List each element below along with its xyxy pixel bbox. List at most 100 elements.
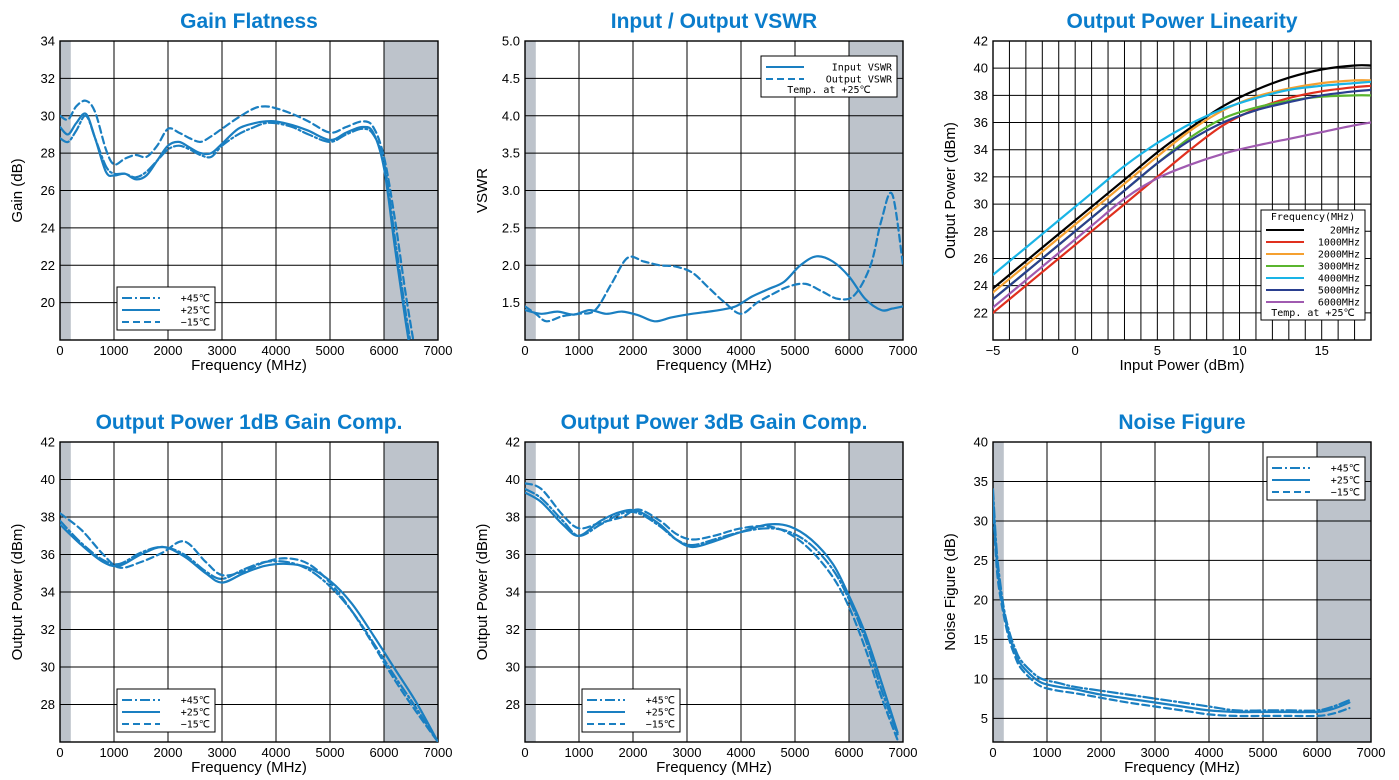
y-tick-label: 38 xyxy=(41,510,55,525)
legend-entry: +25℃ xyxy=(1331,476,1360,487)
x-tick-label: 0 xyxy=(521,745,528,760)
y-tick-label: 20 xyxy=(41,295,55,310)
x-tick-label: 7000 xyxy=(889,745,918,760)
y-tick-label: 42 xyxy=(974,34,988,49)
y-tick-label: 34 xyxy=(41,34,55,49)
x-tick-label: 1000 xyxy=(100,745,129,760)
chart-title: Noise Figure xyxy=(1118,411,1245,434)
x-tick-label: 15 xyxy=(1314,343,1328,358)
x-tick-label: 0 xyxy=(1072,343,1079,358)
x-axis-label: Input Power (dBm) xyxy=(1119,357,1244,374)
chart-title: Output Power 3dB Gain Comp. xyxy=(561,411,868,434)
y-tick-label: 30 xyxy=(506,660,520,675)
legend-entry: +25℃ xyxy=(646,708,675,719)
y-axis-label: Noise Figure (dB) xyxy=(942,533,959,651)
series-line xyxy=(60,523,438,742)
legend-entry: 6000MHz xyxy=(1318,298,1360,309)
y-tick-label: 40 xyxy=(41,472,55,487)
series-line xyxy=(993,84,1371,314)
chart-panel-1: 0 1000 2000 3000 4000 5000 6000 7000 20 22 24 26 28 3… xyxy=(9,10,452,374)
y-tick-label: 5.0 xyxy=(502,34,520,49)
legend-entry: −15℃ xyxy=(181,720,210,731)
x-tick-label: 5000 xyxy=(781,745,810,760)
legend-entry: +45℃ xyxy=(181,696,210,707)
plot-frame xyxy=(59,441,439,743)
x-tick-label: 3000 xyxy=(208,343,237,358)
series-line xyxy=(60,114,412,340)
x-tick-label: 7000 xyxy=(889,343,918,358)
y-tick-label: 10 xyxy=(974,671,988,686)
series-line xyxy=(993,504,1351,718)
y-tick-label: 28 xyxy=(974,224,988,239)
y-tick-label: 22 xyxy=(974,305,988,320)
x-tick-label: 6000 xyxy=(1303,745,1332,760)
x-tick-label: 4000 xyxy=(727,343,756,358)
x-tick-label: 5000 xyxy=(316,343,345,358)
x-axis-label: Frequency (MHz) xyxy=(191,357,307,374)
legend: +45℃+25℃−15℃ xyxy=(1266,456,1366,501)
y-tick-label: 40 xyxy=(506,472,520,487)
y-axis-label: Gain (dB) xyxy=(9,158,26,222)
x-tick-label: 4000 xyxy=(262,343,291,358)
y-tick-label: 20 xyxy=(974,592,988,607)
y-tick-label: 42 xyxy=(506,435,520,450)
x-tick-label: 2000 xyxy=(1087,745,1116,760)
x-tick-label: 4000 xyxy=(262,745,291,760)
y-tick-label: 26 xyxy=(41,183,55,198)
x-tick-label: 4000 xyxy=(1195,745,1224,760)
chart-panel-2: 0 1000 2000 3000 4000 5000 6000 7000 1.5 2.0 2.5 3.… xyxy=(474,10,917,374)
y-tick-label: 2.5 xyxy=(502,220,520,235)
series-line xyxy=(60,512,438,742)
plot-frame xyxy=(992,40,1372,341)
series-line xyxy=(60,99,415,340)
plot-frame xyxy=(524,441,904,743)
y-tick-label: 38 xyxy=(974,88,988,103)
y-tick-label: 40 xyxy=(974,435,988,450)
chart-title: Output Power Linearity xyxy=(1066,10,1297,33)
legend-entry: 2000MHz xyxy=(1318,250,1360,261)
x-tick-label: 6000 xyxy=(370,745,399,760)
y-tick-label: 3.5 xyxy=(502,146,520,161)
x-tick-label: 0 xyxy=(56,745,63,760)
legend: Frequency(MHz) 20MHz1000MHz2000MHz3000MHz… xyxy=(1260,209,1366,321)
y-tick-label: 4.0 xyxy=(502,108,520,123)
chart-panel-4: 0 1000 2000 3000 4000 5000 6000 7000 28 30 32 34 36 3… xyxy=(9,411,452,776)
y-tick-label: 25 xyxy=(974,553,988,568)
plot-frame xyxy=(524,40,904,341)
series-line xyxy=(993,121,1371,309)
x-tick-label: 3000 xyxy=(208,745,237,760)
x-tick-label: 7000 xyxy=(1357,745,1386,760)
x-tick-label: 0 xyxy=(56,343,63,358)
legend-entry: −15℃ xyxy=(1331,488,1360,499)
x-tick-label: 2000 xyxy=(154,745,183,760)
x-axis-label: Frequency (MHz) xyxy=(656,759,772,776)
legend-title: Frequency(MHz) xyxy=(1271,212,1355,223)
series-line xyxy=(60,112,410,340)
x-tick-label: 10 xyxy=(1232,343,1246,358)
y-tick-label: 42 xyxy=(41,435,55,450)
legend: +45℃+25℃−15℃ xyxy=(581,688,681,733)
series-line xyxy=(993,80,1371,276)
chart-panel-6: 0 1000 2000 3000 4000 5000 6000 7000 5 10 15 20 25 30… xyxy=(942,411,1385,776)
y-tick-label: 32 xyxy=(974,169,988,184)
y-tick-label: 32 xyxy=(41,71,55,86)
y-tick-label: 34 xyxy=(41,585,55,600)
y-tick-label: 22 xyxy=(41,258,55,273)
y-tick-label: 28 xyxy=(41,697,55,712)
y-tick-label: 30 xyxy=(974,513,988,528)
y-tick-label: 4.5 xyxy=(502,71,520,86)
series-line xyxy=(525,491,899,734)
series-line xyxy=(993,79,1371,294)
x-tick-label: 5000 xyxy=(316,745,345,760)
x-tick-label: 3000 xyxy=(673,745,702,760)
y-tick-label: 26 xyxy=(974,251,988,266)
y-tick-label: 30 xyxy=(41,108,55,123)
x-axis-label: Frequency (MHz) xyxy=(191,759,307,776)
x-tick-label: −5 xyxy=(986,343,1001,358)
y-tick-label: 3.0 xyxy=(502,183,520,198)
legend-note: Temp. at +25℃ xyxy=(787,85,870,96)
legend-entry: +45℃ xyxy=(646,696,675,707)
x-tick-label: 0 xyxy=(989,745,996,760)
x-tick-label: 2000 xyxy=(619,745,648,760)
